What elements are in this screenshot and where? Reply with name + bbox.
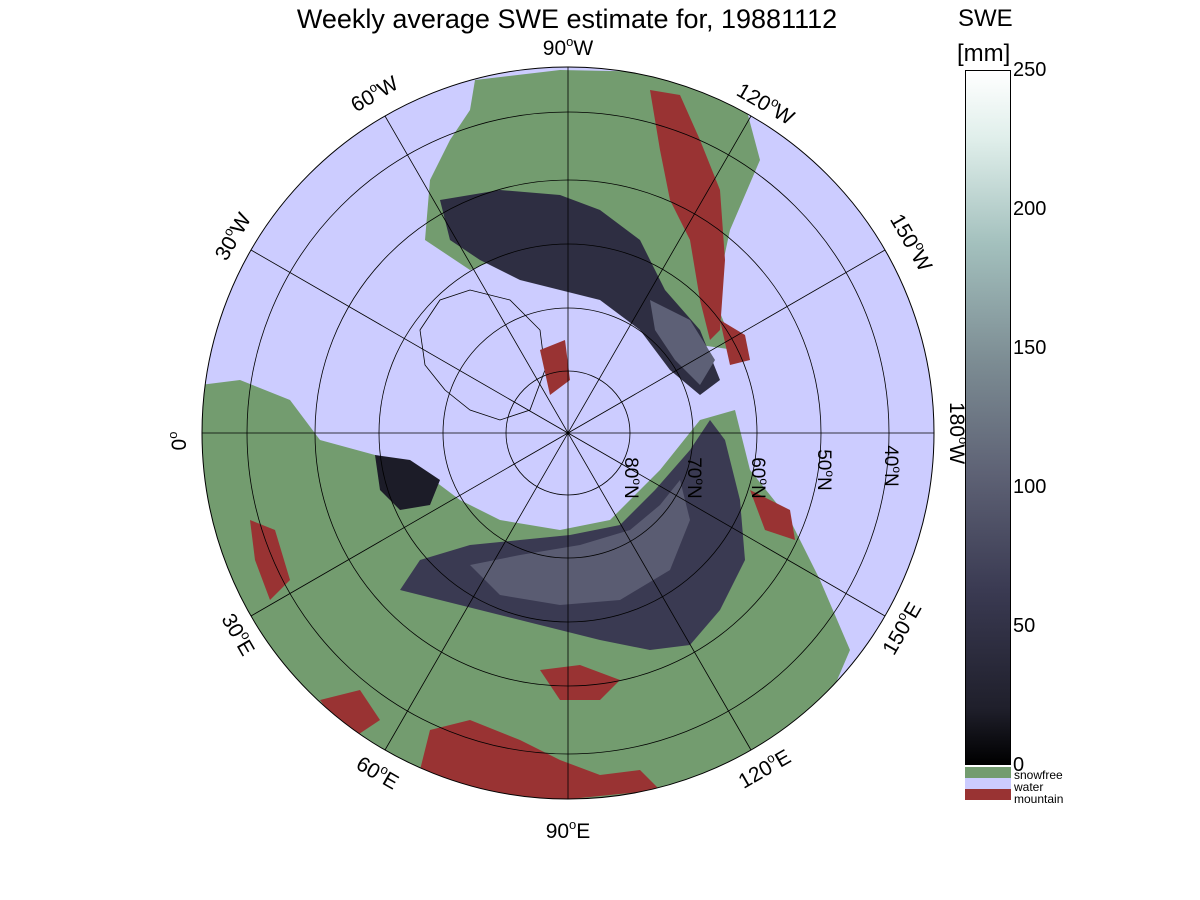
lon-label-180w: 180oW bbox=[945, 402, 971, 464]
colorbar-tick-200: 200 bbox=[1013, 198, 1047, 220]
colorbar-tick-100: 100 bbox=[1013, 476, 1047, 498]
colorbar-tick-0: 0 bbox=[1013, 754, 1025, 776]
map-title: Weekly average SWE estimate for, 1988111… bbox=[296, 4, 838, 34]
north-america-snow bbox=[440, 190, 720, 395]
graticule bbox=[201, 66, 935, 800]
eurasia-snow-deep bbox=[470, 480, 690, 605]
legend-swatch-snowfree bbox=[965, 767, 1011, 778]
himalaya-mountain bbox=[420, 720, 660, 799]
colorbar-tick-150: 150 bbox=[1013, 337, 1047, 359]
eurasia-snow bbox=[400, 420, 745, 650]
lon-label-90w: 90oW bbox=[543, 34, 594, 60]
colorbar-unit: [mm] bbox=[957, 40, 1011, 67]
swe-colorbar bbox=[965, 70, 1011, 765]
lat-label-40n: 40oN bbox=[880, 445, 904, 487]
alps-mountain bbox=[250, 520, 290, 600]
legend-swatch-mountain bbox=[965, 789, 1011, 800]
lon-label-90e: 90oE bbox=[546, 817, 591, 843]
legend-label-snowfree: snowfree bbox=[1014, 768, 1063, 782]
colorbar-tick-250: 250 bbox=[1013, 59, 1047, 81]
lat-label-50n: 50oN bbox=[813, 449, 837, 491]
colorbar-tick-50: 50 bbox=[1013, 615, 1036, 637]
central-asia-mountain bbox=[540, 665, 620, 700]
lon-label-60w: 60oW bbox=[346, 69, 403, 117]
legend-label-water: water bbox=[1014, 780, 1044, 794]
latitude-labels: 80oN 70oN 60oN 50oN 40oN bbox=[620, 445, 904, 499]
north-america-snow-deep bbox=[650, 300, 715, 385]
colorbar-title: SWE bbox=[958, 5, 1013, 32]
scandinavia-snow bbox=[375, 455, 440, 510]
legend-swatch-water bbox=[965, 778, 1011, 789]
lon-label-0: 0o bbox=[165, 432, 191, 451]
lat-label-60n: 60oN bbox=[747, 457, 771, 499]
kamchatka-mountain bbox=[750, 490, 795, 540]
meridian-150w-30e bbox=[250, 249, 886, 617]
caucasus-mountain bbox=[320, 690, 380, 740]
lat-label-70n: 70oN bbox=[683, 457, 707, 499]
longitude-labels: 90oW 120oW 150oW 180oW 150oE 120oE 90oE … bbox=[165, 34, 971, 843]
rockies-mountain bbox=[650, 90, 725, 340]
legend-label-mountain: mountain bbox=[1014, 792, 1064, 806]
lat-label-80n: 80oN bbox=[620, 457, 644, 499]
ellesmere-mountain bbox=[540, 340, 570, 395]
